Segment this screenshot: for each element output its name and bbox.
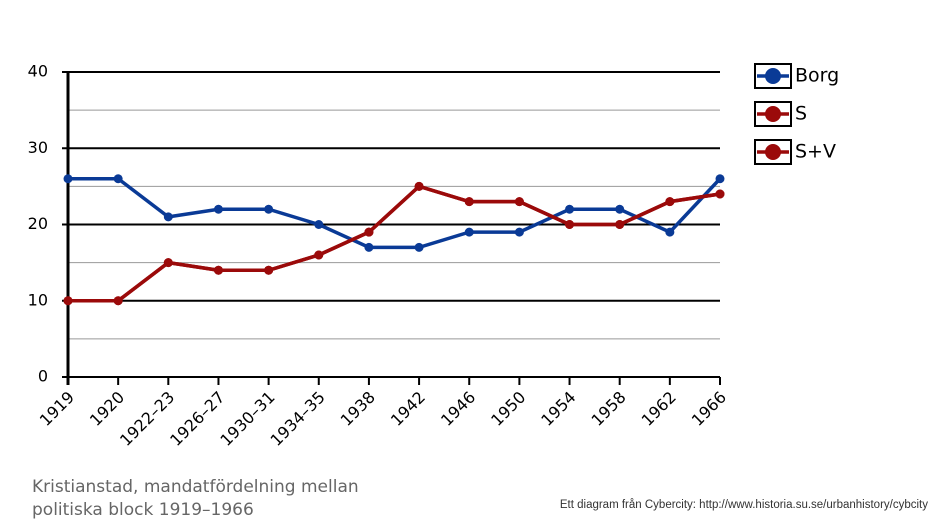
x-tick-label: 1962 (638, 388, 680, 430)
data-point (264, 265, 274, 275)
data-point (565, 220, 575, 229)
x-tick-label: 1958 (587, 388, 629, 430)
x-tick-label: 1919 (36, 388, 78, 430)
x-tick-label: 1946 (437, 388, 479, 430)
data-point (514, 197, 524, 207)
series-line (68, 184, 721, 303)
data-point (715, 189, 725, 199)
data-point (113, 174, 123, 184)
data-point (464, 227, 474, 237)
data-point (565, 204, 575, 214)
x-tick-label: 1942 (387, 388, 429, 430)
x-tick-label: 1966 (688, 388, 730, 430)
data-point (715, 174, 725, 184)
y-tick-label: 10 (28, 290, 48, 309)
data-point (615, 204, 625, 214)
data-point (213, 204, 223, 214)
x-tick-label: 1950 (487, 388, 529, 430)
caption-line: Kristianstad, mandatfördelning mellan (32, 477, 359, 497)
data-point (213, 265, 223, 275)
data-point (514, 227, 524, 237)
caption-line: politiska block 1919–1966 (32, 500, 254, 520)
x-tick-label: 1954 (537, 388, 579, 430)
data-point (364, 242, 374, 252)
y-tick-label: 40 (28, 62, 48, 81)
legend-marker (765, 68, 781, 84)
y-tick-label: 30 (28, 138, 48, 157)
data-point (414, 242, 424, 252)
legend-label: Borg (795, 65, 839, 87)
data-point (63, 296, 73, 306)
y-tick-label: 20 (28, 214, 48, 233)
data-point (113, 296, 123, 306)
x-tick-label: 1938 (337, 388, 379, 430)
y-tick-label: 0 (38, 367, 48, 386)
x-tick-label: 1920 (86, 388, 128, 430)
data-point (314, 250, 324, 260)
legend-label: S (795, 103, 807, 125)
legend-marker (765, 144, 781, 160)
legend-marker (765, 106, 781, 122)
data-point (414, 181, 424, 191)
x-tick-label: 1934–35 (266, 388, 328, 450)
data-point (163, 212, 173, 222)
series-line (68, 184, 721, 303)
data-point (464, 197, 474, 207)
data-point (63, 174, 73, 184)
data-point (264, 204, 274, 214)
credit: Ett diagram från Cybercity: http://www.h… (560, 499, 928, 511)
data-point (615, 220, 625, 229)
data-point (665, 197, 675, 207)
data-point (364, 227, 374, 237)
legend-label: S+V (795, 141, 836, 163)
data-point (314, 220, 324, 229)
series-line (68, 177, 722, 250)
data-point (665, 227, 675, 237)
data-point (163, 258, 173, 268)
